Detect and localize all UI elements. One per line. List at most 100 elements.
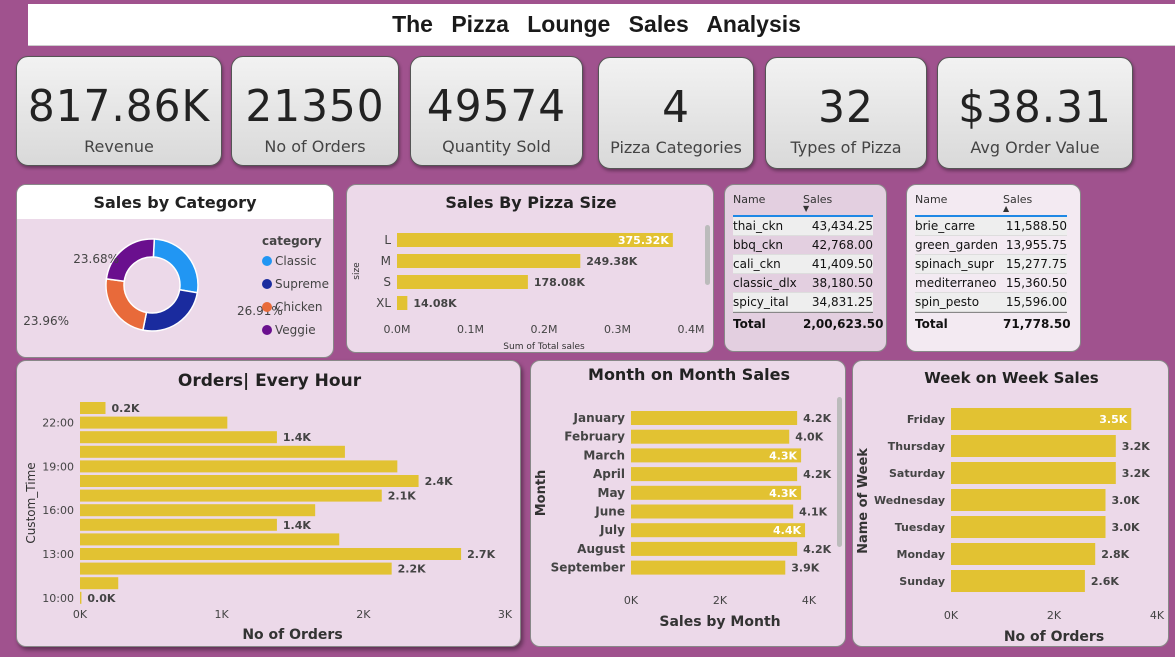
hour-panel: Orders| Every Hour 0.2K 22:00 1.4K 19:00 2.4…: [16, 360, 521, 647]
category-tick-label: Saturday: [889, 467, 945, 480]
table-row[interactable]: bbq_ckn 42,768.00: [733, 236, 873, 255]
category-tick-label: June: [594, 505, 625, 519]
category-tick-label: 13:00: [42, 548, 74, 561]
table-row[interactable]: cali_ckn 41,409.50: [733, 255, 873, 274]
bar-data-label: 1.4K: [283, 519, 311, 532]
cell-name: mediterraneo: [915, 276, 997, 290]
x-axis-title: Sales by Month: [659, 614, 780, 630]
cell-sales: 11,588.50: [1005, 219, 1067, 233]
bar: [631, 485, 802, 500]
table-row[interactable]: spinach_supr 15,277.75: [915, 255, 1067, 274]
y-axis-title: size: [352, 262, 362, 280]
kpi-pizza-types: 32 Types of Pizza: [765, 57, 927, 169]
table-row[interactable]: mediterraneo 15,360.50: [915, 274, 1067, 293]
category-tick-label: Wednesday: [874, 494, 945, 507]
donut-slice: [105, 278, 148, 331]
kpi-value: 817.86K: [27, 81, 211, 132]
cell-name: bbq_ckn: [733, 238, 784, 252]
y-axis-title: Name of Week: [856, 448, 871, 554]
axis-tick-label: 0.4M: [678, 323, 705, 336]
week-chart-title: Week on Week Sales: [924, 369, 1099, 387]
bar-data-label: 2.4K: [425, 475, 453, 488]
bar-data-label: 249.38K: [586, 255, 637, 268]
scrollbar[interactable]: [705, 225, 710, 285]
cell-sales: 34,831.25: [811, 295, 873, 309]
bar-data-label: 3.0K: [1112, 494, 1140, 507]
axis-tick-label: 1K: [215, 608, 230, 621]
table-header-sales[interactable]: Sales ▲: [1003, 193, 1033, 213]
bar-data-label: 1.4K: [283, 431, 311, 444]
cell-name: spicy_ital: [733, 295, 789, 309]
table-row[interactable]: spin_pesto 15,596.00: [915, 293, 1067, 312]
category-tick-label: Sunday: [899, 575, 945, 588]
bar: [631, 448, 802, 463]
x-axis-title: No of Orders: [1004, 629, 1104, 645]
kpi-label: Quantity Sold: [442, 137, 551, 156]
bar: [951, 435, 1116, 457]
table-header-name[interactable]: Name: [915, 193, 948, 206]
table-row[interactable]: thai_ckn 43,434.25: [733, 217, 873, 236]
bar: [397, 275, 528, 289]
legend-label: Classic: [275, 254, 317, 268]
bar: [80, 460, 398, 473]
cell-sales: 38,180.50: [811, 276, 873, 290]
bar: [397, 254, 581, 268]
kpi-label: Types of Pizza: [790, 138, 902, 157]
bar-data-label: 4.2K: [803, 468, 831, 481]
donut-slice: [105, 238, 156, 283]
bar: [80, 445, 345, 458]
scrollbar[interactable]: [837, 397, 842, 547]
table-row[interactable]: classic_dlx 38,180.50: [733, 274, 873, 293]
donut-data-label: 23.96%: [23, 314, 69, 328]
legend-marker: [262, 279, 272, 289]
axis-tick-label: 0.0M: [384, 323, 411, 336]
bar: [631, 504, 794, 519]
kpi-categories: 4 Pizza Categories: [598, 57, 754, 169]
category-tick-label: Thursday: [888, 440, 945, 453]
cell-name: spinach_supr: [915, 257, 994, 271]
cell-sales: 15,277.75: [1005, 257, 1067, 271]
cell-sales: 13,955.75: [1005, 238, 1067, 252]
table-total-label: Total: [915, 317, 948, 331]
kpi-label: Pizza Categories: [610, 138, 742, 157]
bar: [951, 489, 1106, 511]
bar: [951, 543, 1096, 565]
top5-table-panel: Name Sales ▼ thai_ckn 43,434.25 bbq_ckn 42,7…: [724, 184, 887, 352]
axis-tick-label: 2K: [713, 594, 728, 607]
table-header-sales[interactable]: Sales ▼: [803, 193, 833, 213]
cell-sales: 42,768.00: [811, 238, 873, 252]
bar: [80, 533, 340, 546]
hour-chart-title: Orders| Every Hour: [177, 371, 362, 391]
axis-tick-label: 0.2M: [531, 323, 558, 336]
table-header-name[interactable]: Name: [733, 193, 766, 206]
month-panel: Month on Month Sales 4.2K January 4.0K Febr…: [530, 360, 846, 647]
category-tick-label: August: [577, 542, 625, 556]
legend-marker: [262, 302, 272, 312]
size-bar-chart: 375.32K L 249.38K M 178.08K S 14.08K XL 0.0M 0.1M…: [352, 233, 705, 352]
bar-data-label: 2.6K: [1091, 575, 1119, 588]
bar: [80, 489, 382, 502]
table-total-value: 2,00,623.50: [803, 317, 884, 331]
kpi-revenue: 817.86K Revenue: [16, 56, 222, 166]
axis-tick-label: 0.1M: [457, 323, 484, 336]
bar-data-label: 3.5K: [1099, 413, 1127, 426]
table-row[interactable]: spicy_ital 34,831.25: [733, 293, 873, 312]
x-axis-title: Sum of Total sales: [503, 342, 585, 352]
donut-slice: [142, 288, 199, 332]
table-row[interactable]: green_garden 13,955.75: [915, 236, 1067, 255]
category-tick-label: March: [583, 448, 625, 462]
bar-data-label: 2.2K: [398, 563, 426, 576]
bar-data-label: 2.7K: [467, 548, 495, 561]
axis-tick-label: 0K: [73, 608, 88, 621]
bar: [951, 570, 1085, 592]
x-axis-title: No of Orders: [242, 627, 342, 643]
kpi-value: 49574: [426, 81, 567, 132]
donut-data-label: 23.68%: [73, 252, 119, 266]
bar: [80, 577, 119, 590]
bar-data-label: 14.08K: [413, 297, 457, 310]
axis-tick-label: 0K: [624, 594, 639, 607]
kpi-quantity: 49574 Quantity Sold: [410, 56, 583, 166]
bar-data-label: 3.0K: [1112, 521, 1140, 534]
table-row[interactable]: brie_carre 11,588.50: [915, 217, 1067, 236]
bar: [631, 541, 798, 556]
